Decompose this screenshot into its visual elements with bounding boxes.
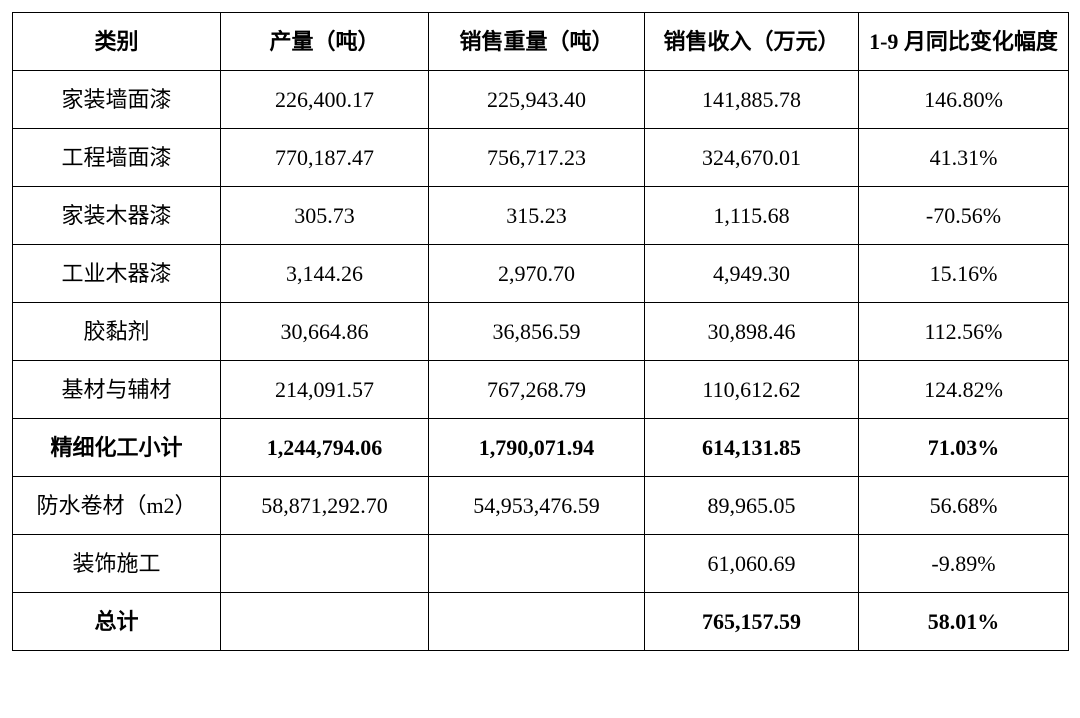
table-row: 工业木器漆 3,144.26 2,970.70 4,949.30 15.16%: [13, 245, 1069, 303]
cell-yoy-change: 146.80%: [859, 71, 1069, 129]
cell-sales-revenue: 89,965.05: [645, 477, 859, 535]
total-row: 总计 765,157.59 58.01%: [13, 593, 1069, 651]
table-body: 家装墙面漆 226,400.17 225,943.40 141,885.78 1…: [13, 71, 1069, 651]
cell-sales-revenue: 1,115.68: [645, 187, 859, 245]
cell-sales-weight: 36,856.59: [429, 303, 645, 361]
cell-category: 家装墙面漆: [13, 71, 221, 129]
cell-production: [221, 593, 429, 651]
cell-sales-revenue: 141,885.78: [645, 71, 859, 129]
cell-sales-revenue: 614,131.85: [645, 419, 859, 477]
cell-sales-weight: 225,943.40: [429, 71, 645, 129]
cell-production: 226,400.17: [221, 71, 429, 129]
cell-production: 214,091.57: [221, 361, 429, 419]
cell-category: 总计: [13, 593, 221, 651]
table-row: 家装木器漆 305.73 315.23 1,115.68 -70.56%: [13, 187, 1069, 245]
cell-sales-weight: [429, 535, 645, 593]
subtotal-row: 精细化工小计 1,244,794.06 1,790,071.94 614,131…: [13, 419, 1069, 477]
cell-sales-revenue: 324,670.01: [645, 129, 859, 187]
cell-production: 770,187.47: [221, 129, 429, 187]
cell-production: 1,244,794.06: [221, 419, 429, 477]
cell-production: 305.73: [221, 187, 429, 245]
cell-sales-weight: 315.23: [429, 187, 645, 245]
cell-yoy-change: 41.31%: [859, 129, 1069, 187]
cell-category: 胶黏剂: [13, 303, 221, 361]
cell-yoy-change: 58.01%: [859, 593, 1069, 651]
header-row: 类别 产量（吨） 销售重量（吨） 销售收入（万元） 1-9 月同比变化幅度: [13, 13, 1069, 71]
cell-sales-weight: 767,268.79: [429, 361, 645, 419]
cell-category: 工程墙面漆: [13, 129, 221, 187]
table-head: 类别 产量（吨） 销售重量（吨） 销售收入（万元） 1-9 月同比变化幅度: [13, 13, 1069, 71]
col-header-sales-weight: 销售重量（吨）: [429, 13, 645, 71]
col-header-production: 产量（吨）: [221, 13, 429, 71]
cell-yoy-change: 15.16%: [859, 245, 1069, 303]
table-row: 工程墙面漆 770,187.47 756,717.23 324,670.01 4…: [13, 129, 1069, 187]
cell-sales-weight: 2,970.70: [429, 245, 645, 303]
cell-category: 防水卷材（m2）: [13, 477, 221, 535]
cell-category: 基材与辅材: [13, 361, 221, 419]
data-table: 类别 产量（吨） 销售重量（吨） 销售收入（万元） 1-9 月同比变化幅度 家装…: [12, 12, 1069, 651]
table-row: 家装墙面漆 226,400.17 225,943.40 141,885.78 1…: [13, 71, 1069, 129]
cell-sales-weight: 54,953,476.59: [429, 477, 645, 535]
cell-production: [221, 535, 429, 593]
cell-sales-revenue: 765,157.59: [645, 593, 859, 651]
cell-category: 工业木器漆: [13, 245, 221, 303]
cell-sales-revenue: 30,898.46: [645, 303, 859, 361]
table-row: 装饰施工 61,060.69 -9.89%: [13, 535, 1069, 593]
cell-yoy-change: 56.68%: [859, 477, 1069, 535]
col-header-yoy-change: 1-9 月同比变化幅度: [859, 13, 1069, 71]
cell-yoy-change: 112.56%: [859, 303, 1069, 361]
cell-sales-revenue: 4,949.30: [645, 245, 859, 303]
cell-yoy-change: -9.89%: [859, 535, 1069, 593]
cell-sales-weight: 756,717.23: [429, 129, 645, 187]
cell-yoy-change: 124.82%: [859, 361, 1069, 419]
cell-category: 装饰施工: [13, 535, 221, 593]
col-header-category: 类别: [13, 13, 221, 71]
table-row: 基材与辅材 214,091.57 767,268.79 110,612.62 1…: [13, 361, 1069, 419]
cell-production: 3,144.26: [221, 245, 429, 303]
cell-sales-revenue: 61,060.69: [645, 535, 859, 593]
table-row: 防水卷材（m2） 58,871,292.70 54,953,476.59 89,…: [13, 477, 1069, 535]
cell-category: 精细化工小计: [13, 419, 221, 477]
col-header-sales-revenue: 销售收入（万元）: [645, 13, 859, 71]
cell-sales-weight: 1,790,071.94: [429, 419, 645, 477]
cell-production: 30,664.86: [221, 303, 429, 361]
cell-sales-weight: [429, 593, 645, 651]
table-row: 胶黏剂 30,664.86 36,856.59 30,898.46 112.56…: [13, 303, 1069, 361]
cell-yoy-change: 71.03%: [859, 419, 1069, 477]
cell-category: 家装木器漆: [13, 187, 221, 245]
cell-yoy-change: -70.56%: [859, 187, 1069, 245]
cell-production: 58,871,292.70: [221, 477, 429, 535]
cell-sales-revenue: 110,612.62: [645, 361, 859, 419]
